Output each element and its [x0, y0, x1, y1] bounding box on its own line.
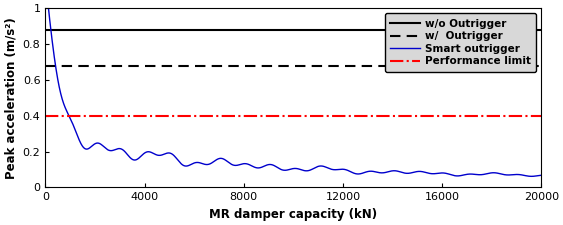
Smart outrigger: [528, 175, 535, 178]
Legend: w/o Outrigger, w/  Outrigger, Smart outrigger, Performance limit: w/o Outrigger, w/ Outrigger, Smart outri…: [385, 13, 536, 72]
Smart outrigger: [128, 157, 135, 160]
Smart outrigger: [538, 174, 544, 177]
Smart outrigger: [253, 166, 260, 169]
Smart outrigger: [475, 173, 481, 176]
w/o Outrigger: [42, 28, 49, 31]
Line: Smart outrigger: Smart outrigger: [46, 0, 541, 176]
w/  Outrigger: [42, 64, 49, 67]
Performance limit: [42, 114, 49, 117]
Smart outrigger: [232, 164, 239, 167]
w/  Outrigger: [42, 64, 49, 67]
Performance limit: [42, 114, 49, 117]
Smart outrigger: [528, 175, 535, 178]
X-axis label: MR damper capacity (kN): MR damper capacity (kN): [209, 208, 377, 221]
Y-axis label: Peak acceleration (m/s²): Peak acceleration (m/s²): [4, 17, 17, 179]
w/o Outrigger: [42, 28, 49, 31]
Smart outrigger: [99, 144, 105, 146]
